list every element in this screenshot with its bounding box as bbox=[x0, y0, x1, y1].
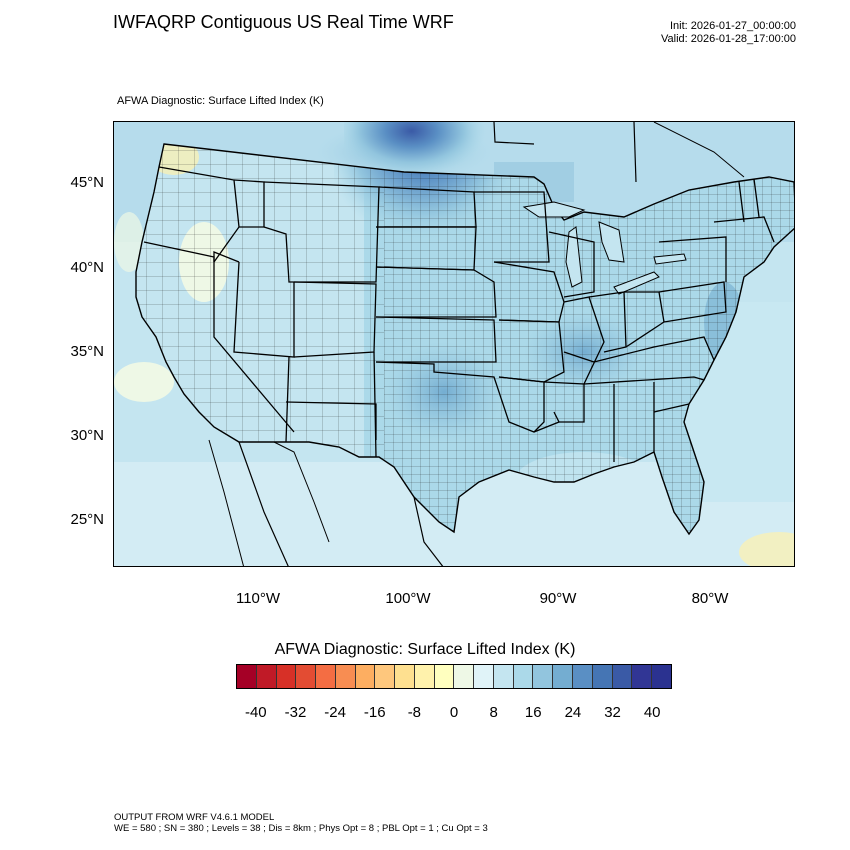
field-subtitle: AFWA Diagnostic: Surface Lifted Index (K… bbox=[117, 95, 324, 107]
color-bar-swatch bbox=[553, 665, 574, 688]
lat-label-25n: 25°N bbox=[70, 511, 104, 528]
color-bar-swatch bbox=[316, 665, 336, 688]
lon-label-100w: 100°W bbox=[385, 590, 431, 607]
map-panel bbox=[113, 121, 795, 567]
color-bar-swatch bbox=[533, 665, 554, 688]
color-bar-swatch bbox=[414, 665, 435, 688]
lon-label-110w: 110°W bbox=[235, 590, 281, 607]
color-bar-swatch bbox=[612, 665, 633, 688]
map-title: IWFAQRP Contiguous US Real Time WRF bbox=[113, 12, 454, 32]
color-bar-swatch bbox=[355, 665, 376, 688]
color-bar-tick-label: 24 bbox=[564, 704, 582, 721]
color-bar-swatch bbox=[573, 665, 593, 688]
run-times: Init: 2026-01-27_00:00:00 Valid: 2026-01… bbox=[661, 20, 796, 46]
color-bar-swatch bbox=[296, 665, 317, 688]
color-bar-swatch bbox=[276, 665, 297, 688]
color-bar-tick-label: 32 bbox=[604, 704, 621, 721]
lon-label-90w: 90°W bbox=[539, 590, 577, 607]
lifted-index-map bbox=[114, 122, 794, 566]
footer-line-2: WE = 580 ; SN = 380 ; Levels = 38 ; Dis … bbox=[114, 823, 488, 834]
legend-title: AFWA Diagnostic: Surface Lifted Index (K… bbox=[274, 641, 576, 658]
color-bar-swatch bbox=[493, 665, 514, 688]
color-bar-swatch bbox=[395, 665, 415, 688]
model-footer: OUTPUT FROM WRF V4.6.1 MODEL WE = 580 ; … bbox=[114, 812, 488, 834]
color-bar-swatch bbox=[652, 665, 671, 688]
color-bar-swatch bbox=[237, 665, 257, 688]
lat-label-35n: 35°N bbox=[70, 343, 104, 360]
init-time: Init: 2026-01-27_00:00:00 bbox=[670, 20, 796, 32]
footer-line-1: OUTPUT FROM WRF V4.6.1 MODEL bbox=[114, 812, 275, 823]
color-bar-tick-label: -40 bbox=[244, 704, 267, 721]
color-bar-swatch bbox=[474, 665, 494, 688]
color-bar-tick-label: -24 bbox=[324, 704, 346, 721]
color-bar-swatch bbox=[632, 665, 653, 688]
lat-label-45n: 45°N bbox=[70, 174, 104, 191]
color-bar-tick-label: 8 bbox=[489, 704, 498, 721]
color-bar-tick-label: 0 bbox=[449, 704, 459, 721]
color-bar-tick-label: 16 bbox=[524, 704, 542, 721]
lat-label-40n: 40°N bbox=[70, 259, 104, 276]
color-bar-tick-label: -32 bbox=[284, 704, 307, 721]
color-bar-swatch bbox=[335, 665, 356, 688]
color-bar bbox=[236, 664, 672, 689]
color-bar-tick-label: -16 bbox=[363, 704, 386, 721]
color-bar-swatch bbox=[375, 665, 396, 688]
lon-label-80w: 80°W bbox=[691, 590, 729, 607]
color-bar-swatch bbox=[454, 665, 475, 688]
color-bar-swatch bbox=[434, 665, 455, 688]
color-bar-tick-label: 40 bbox=[643, 704, 661, 721]
color-bar-swatch bbox=[592, 665, 613, 688]
color-bar-swatch bbox=[256, 665, 277, 688]
color-bar-tick-label: -8 bbox=[407, 704, 422, 721]
valid-time: Valid: 2026-01-28_17:00:00 bbox=[661, 33, 796, 45]
color-bar-swatch bbox=[513, 665, 534, 688]
lat-label-30n: 30°N bbox=[70, 427, 104, 444]
